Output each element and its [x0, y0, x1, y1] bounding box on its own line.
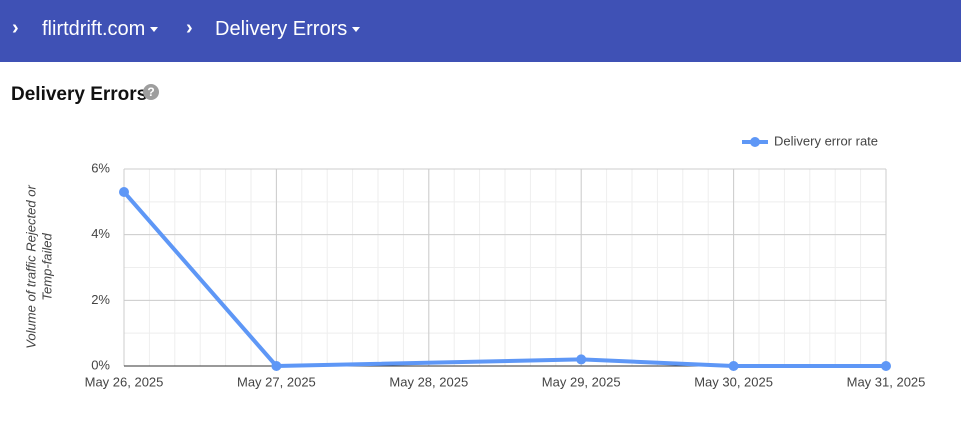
y-tick-label: 4%: [91, 226, 110, 241]
data-point: [271, 361, 282, 371]
domain-breadcrumb[interactable]: flirtdrift.com: [42, 18, 159, 41]
data-point: [576, 354, 587, 365]
data-point: [119, 186, 129, 197]
data-point: [728, 361, 739, 371]
nav-chevron: ›: [12, 17, 19, 39]
legend-swatch-dot: [750, 137, 760, 147]
x-tick-label: May 31, 2025: [847, 374, 926, 389]
help-icon[interactable]: ?: [143, 84, 159, 100]
y-axis-label: Temp-failed: [39, 233, 54, 301]
x-tick-label: May 29, 2025: [542, 374, 621, 389]
section-title: Delivery Errors: [11, 84, 148, 105]
y-tick-label: 0%: [91, 357, 110, 372]
x-tick-label: May 30, 2025: [694, 374, 773, 389]
report-breadcrumb[interactable]: Delivery Errors: [215, 18, 361, 41]
y-tick-label: 6%: [91, 160, 110, 175]
breadcrumb-text: Delivery Errors: [215, 18, 348, 40]
header-bar: › flirtdrift.com › Delivery Errors: [0, 0, 961, 62]
breadcrumb-text: flirtdrift.com: [42, 18, 146, 40]
chart: 0% 2% 4% 6% May 26, 2025 May 27, 2025 May 28, …: [23, 133, 926, 389]
x-tick-label: May 27, 2025: [237, 374, 316, 389]
y-axis-label: Volume of traffic Rejected or: [23, 185, 38, 349]
legend-label: Delivery error rate: [774, 133, 878, 148]
x-tick-label: May 28, 2025: [389, 374, 468, 389]
data-point: [881, 361, 891, 371]
nav-chevron: ›: [186, 17, 193, 39]
y-tick-label: 2%: [91, 292, 110, 307]
x-tick-label: May 26, 2025: [85, 374, 164, 389]
